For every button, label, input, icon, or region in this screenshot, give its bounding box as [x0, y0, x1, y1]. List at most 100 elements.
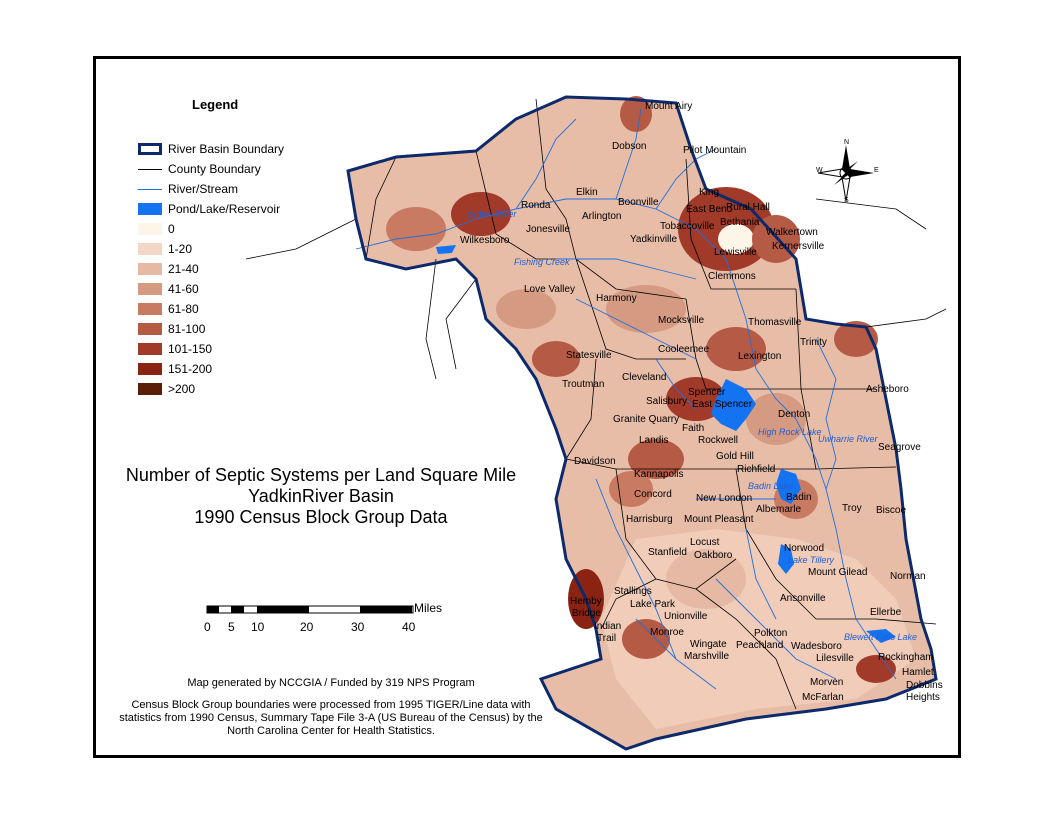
town-label-dobbins: Dobbins: [906, 680, 943, 691]
town-label-kannapolis: Kannapolis: [634, 469, 684, 480]
town-label-wadesboro: Wadesboro: [791, 641, 842, 652]
town-label-biscoe: Biscoe: [876, 505, 907, 516]
town-label-lilesville: Lilesville: [816, 653, 854, 664]
legend-swatch: [138, 363, 162, 375]
basin-boundary: [346, 95, 938, 751]
town-label-seagrove: Seagrove: [878, 442, 921, 453]
compass-e-label: E: [874, 167, 879, 174]
compass-rose-icon: [817, 145, 874, 202]
scale-tick-10: 10: [251, 620, 265, 634]
town-label-faith: Faith: [682, 423, 705, 434]
town-label-east-spencer: East Spencer: [692, 399, 753, 410]
town-label-yadkinville: Yadkinville: [630, 234, 678, 245]
town-label-richfield: Richfield: [737, 464, 776, 475]
town-label-heights: Heights: [906, 692, 940, 703]
legend-label: 101-150: [168, 342, 213, 356]
map-frame: Legend River Basin Boundary County Bounda…: [93, 56, 961, 758]
town-label-mocksville: Mocksville: [658, 315, 705, 326]
town-label-davidson: Davidson: [574, 456, 616, 467]
town-label-landis: Landis: [639, 435, 669, 446]
town-label-denton: Denton: [778, 409, 811, 420]
town-label-troy: Troy: [842, 503, 862, 514]
scale-tick-20: 20: [300, 620, 314, 634]
legend-item: River/Stream: [138, 181, 238, 197]
town-label-gold-hill: Gold Hill: [716, 451, 754, 462]
legend-label: 1-20: [168, 242, 193, 256]
town-label-elkin: Elkin: [576, 187, 598, 198]
town-label-hamlet: Hamlet: [902, 667, 934, 678]
town-label-morven: Morven: [810, 677, 844, 688]
town-label-trail: Trail: [597, 633, 617, 644]
legend-swatch: [138, 223, 162, 235]
town-label-marshville: Marshville: [684, 651, 730, 662]
legend-label: 61-80: [168, 302, 199, 316]
town-label-cleveland: Cleveland: [622, 372, 667, 383]
town-label-spencer: Spencer: [688, 387, 726, 398]
town-label-thomasville: Thomasville: [748, 317, 802, 328]
legend-item: 81-100: [138, 321, 205, 337]
legend-swatch: [138, 143, 162, 155]
legend-label: 41-60: [168, 282, 199, 296]
legend-label: River/Stream: [168, 182, 239, 196]
town-label-trinity: Trinity: [800, 337, 827, 348]
town-label-mount-airy: Mount Airy: [645, 101, 693, 112]
town-label-badin: Badin: [786, 492, 812, 503]
town-label-unionville: Unionville: [664, 611, 708, 622]
town-label-wilkesboro: Wilkesboro: [460, 235, 510, 246]
legend-swatch: [138, 343, 162, 355]
town-label-arlington: Arlington: [582, 211, 622, 222]
water-label-uwharrie-river: Uwharrie River: [818, 434, 878, 444]
compass-s-label: S: [844, 197, 849, 204]
town-label-hemby: Hemby: [570, 596, 602, 607]
town-label-wingate: Wingate: [690, 639, 727, 650]
legend-label: County Boundary: [168, 162, 261, 176]
scale-bar: [206, 605, 414, 614]
town-label-east-bend: East Bend: [686, 204, 733, 215]
scale-tick-40: 40: [402, 620, 416, 634]
legend-swatch: [138, 283, 162, 295]
legend-item: 0: [138, 221, 175, 237]
legend-title: Legend: [192, 97, 239, 112]
legend-label: 21-40: [168, 262, 199, 276]
scale-tick-30: 30: [351, 620, 365, 634]
title-line-2: YadkinRiver Basin: [248, 486, 394, 506]
town-label-harmony: Harmony: [596, 293, 637, 304]
credit-line: Map generated by NCCGIA / Funded by 319 …: [187, 677, 475, 689]
town-label-mcfarlan: McFarlan: [802, 692, 844, 703]
town-label-ellerbe: Ellerbe: [870, 607, 902, 618]
title-line-3: 1990 Census Block Group Data: [194, 507, 448, 527]
town-label-troutman: Troutman: [562, 379, 605, 390]
town-label-asheboro: Asheboro: [866, 384, 909, 395]
town-label-mount-pleasant: Mount Pleasant: [684, 514, 754, 525]
lakes: [436, 245, 896, 643]
town-label-cooleemee: Cooleemee: [658, 344, 710, 355]
legend-swatch: [138, 168, 162, 170]
town-label-granite-quarry: Granite Quarry: [613, 414, 680, 425]
town-label-tobaccoville: Tobaccoville: [660, 221, 715, 232]
legend-label: >200: [168, 382, 196, 396]
legend-item: >200: [138, 381, 195, 397]
town-label-stallings: Stallings: [614, 586, 652, 597]
legend-item: 21-40: [138, 261, 199, 277]
town-label-stanfield: Stanfield: [648, 547, 687, 558]
town-label-bethania: Bethania: [720, 217, 760, 228]
town-label-albemarle: Albemarle: [756, 504, 802, 515]
town-label-norwood: Norwood: [784, 543, 825, 554]
compass-w-label: W: [816, 167, 823, 174]
water-label-lake-tillery: Lake Tillery: [788, 555, 834, 565]
legend-swatch: [138, 203, 162, 215]
legend-swatch: [138, 383, 162, 395]
scale-tick-0: 0: [204, 620, 211, 634]
water-label-badin-lake: Badin Lake: [748, 481, 794, 491]
title-line-1: Number of Septic Systems per Land Square…: [125, 465, 517, 485]
town-label-ansonville: Ansonville: [780, 593, 826, 604]
legend-swatch: [138, 263, 162, 275]
town-label-pilot-mountain: Pilot Mountain: [683, 145, 747, 156]
legend-item: Pond/Lake/Reservoir: [138, 201, 280, 217]
town-label-oakboro: Oakboro: [694, 550, 733, 561]
town-label-dobson: Dobson: [612, 141, 647, 152]
legend-swatch: [138, 243, 162, 255]
legend-item: 61-80: [138, 301, 199, 317]
town-label-statesville: Statesville: [566, 350, 612, 361]
town-label-lewisville: Lewisville: [714, 247, 757, 258]
